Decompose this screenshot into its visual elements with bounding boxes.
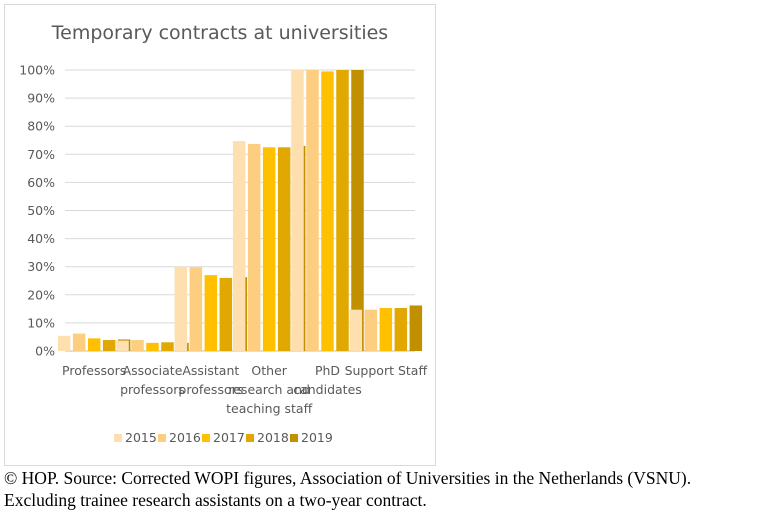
legend-label: 2015 xyxy=(125,430,157,445)
y-tick-label: 100% xyxy=(19,63,55,78)
bar-2019 xyxy=(351,70,364,351)
category-label: Professors xyxy=(62,363,126,378)
bar-2017 xyxy=(321,71,334,351)
y-tick-label: 40% xyxy=(27,231,55,246)
legend-label: 2018 xyxy=(257,430,289,445)
y-tick-label: 70% xyxy=(27,147,55,162)
bar-2015 xyxy=(232,141,246,351)
bar-2019 xyxy=(409,305,423,351)
bar-2018 xyxy=(394,308,408,351)
y-tick-label: 30% xyxy=(27,259,55,274)
bar-2016 xyxy=(189,267,203,351)
legend-swatch-2019 xyxy=(290,434,298,442)
bar-2017 xyxy=(146,342,159,351)
bar-2015 xyxy=(116,340,129,351)
chart-title: Temporary contracts at universities xyxy=(51,22,388,44)
category-label: research and xyxy=(228,382,310,397)
category-label: Assistant xyxy=(182,363,239,378)
category-label: PhD xyxy=(315,363,340,378)
category-label: professors xyxy=(120,382,185,397)
source-caption: © HOP. Source: Corrected WOPI figures, A… xyxy=(4,468,692,488)
bar-2015 xyxy=(57,335,71,351)
bar-2015 xyxy=(291,70,304,351)
bar-chart: Temporary contracts at universities 0% 10… xyxy=(19,22,427,445)
legend-label: 2017 xyxy=(213,430,245,445)
bar-2018 xyxy=(161,342,174,351)
chart-frame: Temporary contracts at universities 0% 10… xyxy=(4,4,436,466)
legend-swatch-2017 xyxy=(202,434,210,442)
bar-2016 xyxy=(72,333,86,351)
bar-2018 xyxy=(102,340,116,351)
y-axis-ticks: 0% 10% 20% 30% 40% 50% 60% 70% 80% 90% 100% xyxy=(19,63,55,359)
legend: 2015 2016 2017 2018 2019 xyxy=(114,430,333,445)
bar-2016 xyxy=(364,309,378,351)
bar-2016 xyxy=(306,70,319,351)
y-tick-label: 20% xyxy=(27,287,55,302)
bar-2016 xyxy=(131,340,144,351)
legend-label: 2019 xyxy=(301,430,333,445)
bar-2017 xyxy=(379,308,393,351)
category-label: Associate xyxy=(123,363,183,378)
legend-swatch-2015 xyxy=(114,434,122,442)
bar-2015 xyxy=(174,266,188,351)
legend-label: 2016 xyxy=(169,430,201,445)
category-label: teaching staff xyxy=(226,401,312,416)
category-label: candidates xyxy=(293,382,362,397)
note-caption: Excluding trainee research assistants on… xyxy=(4,490,427,510)
legend-swatch-2016 xyxy=(158,434,166,442)
category-label: professors xyxy=(178,382,243,397)
y-tick-label: 50% xyxy=(27,203,55,218)
legend-swatch-2018 xyxy=(246,434,254,442)
bar-2018 xyxy=(277,147,291,351)
bar-2017 xyxy=(204,275,218,351)
y-tick-label: 60% xyxy=(27,175,55,190)
category-label: Support Staff xyxy=(345,363,428,378)
bar-2018 xyxy=(219,277,233,351)
bar-2017 xyxy=(262,147,276,351)
bar-2017 xyxy=(87,338,101,351)
bars xyxy=(57,70,423,351)
y-tick-label: 90% xyxy=(27,91,55,106)
bar-2015 xyxy=(349,309,363,351)
y-tick-label: 80% xyxy=(27,119,55,134)
y-tick-label: 0% xyxy=(35,344,55,359)
bar-2016 xyxy=(247,143,261,351)
y-tick-label: 10% xyxy=(27,315,55,330)
bar-2018 xyxy=(336,70,349,351)
category-label: Other xyxy=(251,363,287,378)
